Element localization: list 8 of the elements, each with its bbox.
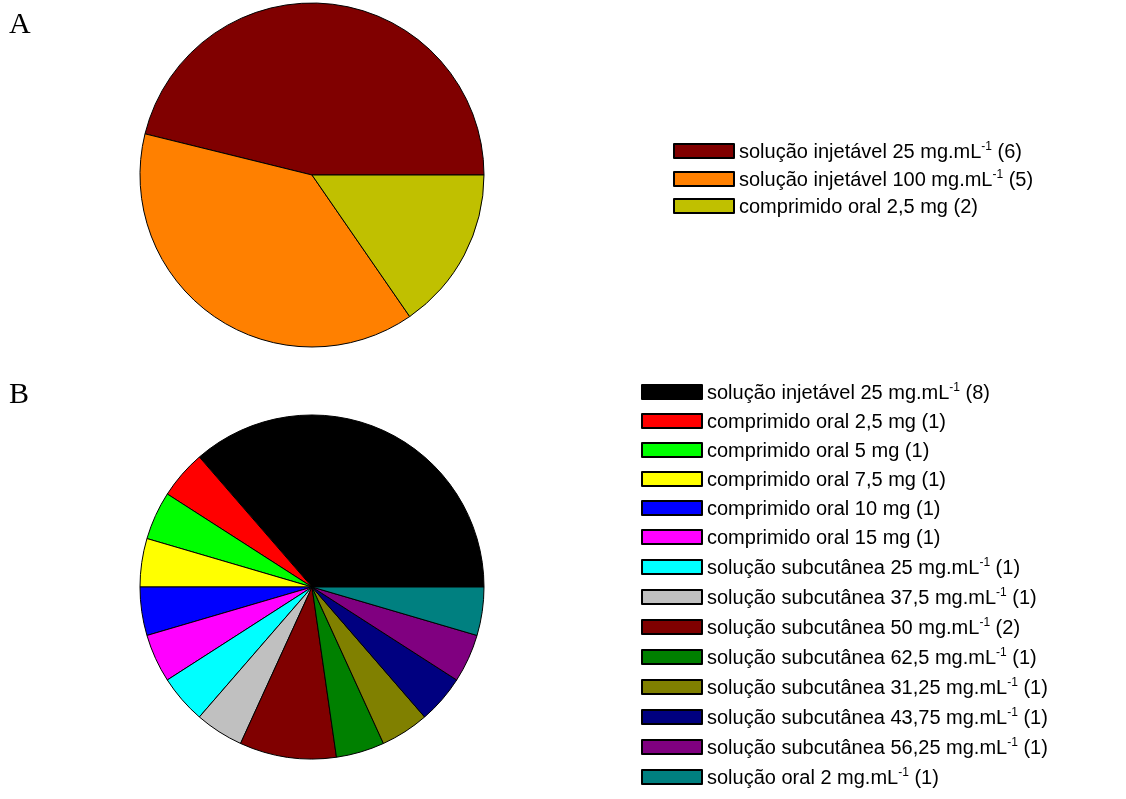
legend-label: comprimido oral 2,5 mg (1) xyxy=(707,410,946,432)
legend-label: comprimido oral 7,5 mg (1) xyxy=(707,468,946,490)
chart-title: A xyxy=(9,5,31,39)
legend-label: comprimido oral 15 mg (1) xyxy=(707,526,941,548)
legend-label: comprimido oral 2,5 mg (2) xyxy=(739,195,978,217)
legend-label: comprimido oral 5 mg (1) xyxy=(707,439,930,461)
legend-label: comprimido oral 10 mg (1) xyxy=(707,497,941,519)
chart-title: B xyxy=(9,375,30,409)
